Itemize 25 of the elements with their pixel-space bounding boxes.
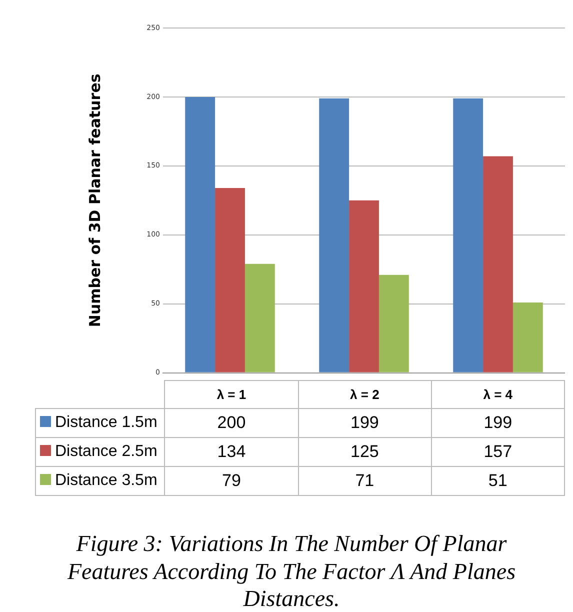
x-tick-label: λ = 2: [298, 380, 432, 408]
legend-label: Distance 1.5m: [36, 408, 165, 438]
data-label: 71: [298, 466, 432, 496]
caption: Figure 3: Variations In The Number Of Planar Features According To The Factor Λ And Planes Distances.: [66, 530, 517, 612]
data-label: 125: [298, 438, 432, 466]
data-label: 51: [431, 466, 564, 496]
bar: [483, 156, 513, 372]
legend-label: Distance 3.5m: [36, 466, 165, 496]
bar: [185, 96, 216, 372]
data-label: 157: [431, 438, 564, 466]
bar: [378, 274, 409, 372]
data-label: 199: [431, 408, 564, 438]
bar: [349, 200, 379, 372]
bar: [319, 98, 350, 372]
bar: [512, 302, 543, 372]
data-label: 199: [298, 408, 432, 438]
x-tick-label: λ = 1: [164, 380, 298, 408]
data-label: 134: [164, 438, 298, 466]
bar: [244, 264, 275, 372]
bar: [215, 188, 245, 372]
x-tick-label: λ = 4: [431, 380, 564, 408]
y-axis-title: Number of 3D Planar features: [86, 74, 104, 328]
legend-label: Distance 2.5m: [36, 438, 165, 466]
data-label: 79: [164, 466, 298, 496]
bar: [453, 98, 484, 372]
